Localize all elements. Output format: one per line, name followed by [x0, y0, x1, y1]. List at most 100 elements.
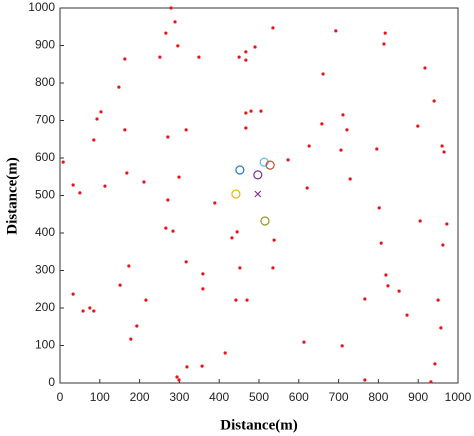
node-point: [166, 198, 170, 202]
node-point: [103, 184, 107, 188]
node-point: [377, 206, 381, 210]
node-point: [230, 236, 234, 240]
node-point: [442, 150, 446, 154]
node-point: [383, 31, 387, 35]
node-point: [379, 241, 383, 245]
node-point: [423, 66, 427, 70]
node-point: [253, 45, 257, 49]
node-point: [197, 55, 201, 59]
y-tick-label: 1000: [28, 0, 55, 14]
node-point: [245, 298, 249, 302]
node-point: [92, 309, 96, 313]
node-point: [171, 229, 175, 233]
node-point: [164, 31, 168, 35]
node-point: [302, 340, 306, 344]
x-tick-label: 900: [408, 390, 428, 404]
node-point: [237, 55, 241, 59]
node-point: [184, 128, 188, 132]
x-tick-label: 400: [209, 390, 229, 404]
node-point: [244, 111, 248, 115]
node-point: [125, 171, 129, 175]
node-point: [234, 298, 238, 302]
node-point: [375, 147, 379, 151]
node-point: [397, 289, 401, 293]
node-point: [259, 109, 263, 113]
node-point: [169, 6, 173, 10]
node-point: [185, 365, 189, 369]
node-point: [272, 238, 276, 242]
node-point: [286, 158, 290, 162]
node-point: [95, 117, 99, 121]
node-cross: [254, 190, 262, 198]
node-point: [166, 135, 170, 139]
x-tick-label: 600: [289, 390, 309, 404]
node-point: [177, 175, 181, 179]
node-point: [433, 362, 437, 366]
y-tick-label: 100: [35, 338, 55, 352]
node-point: [81, 309, 85, 313]
node-circle: [260, 216, 270, 226]
node-point: [429, 380, 433, 384]
node-point: [339, 148, 343, 152]
node-point: [386, 284, 390, 288]
node-circle: [253, 170, 263, 180]
y-tick-label: 200: [35, 300, 55, 314]
node-point: [440, 144, 444, 148]
node-point: [305, 186, 309, 190]
y-tick-label: 700: [35, 113, 55, 127]
node-point: [249, 109, 253, 113]
node-point: [158, 55, 162, 59]
node-point: [173, 20, 177, 24]
node-point: [123, 128, 127, 132]
y-tick-label: 0: [48, 375, 55, 389]
node-point: [436, 298, 440, 302]
node-point: [348, 177, 352, 181]
node-point: [384, 273, 388, 277]
x-tick-label: 0: [57, 390, 64, 404]
node-point: [142, 180, 146, 184]
node-point: [340, 344, 344, 348]
node-point: [405, 313, 409, 317]
node-point: [99, 110, 103, 114]
x-axis-label: Distance(m): [220, 417, 297, 433]
node-point: [117, 85, 121, 89]
node-point: [238, 266, 242, 270]
node-circle: [265, 160, 275, 170]
y-tick-label: 500: [35, 188, 55, 202]
node-point: [61, 160, 65, 164]
x-tick-label: 1000: [445, 390, 472, 404]
node-point: [71, 183, 75, 187]
node-point: [213, 201, 217, 205]
node-point: [320, 122, 324, 126]
x-tick-label: 100: [90, 390, 110, 404]
node-point: [363, 378, 367, 382]
node-circle: [231, 189, 241, 199]
node-circle: [235, 165, 245, 175]
y-tick-label: 300: [35, 263, 55, 277]
node-point: [307, 144, 311, 148]
node-point: [244, 126, 248, 130]
node-point: [201, 272, 205, 276]
node-point: [441, 243, 445, 247]
node-point: [445, 222, 449, 226]
x-tick-label: 800: [368, 390, 388, 404]
node-point: [271, 266, 275, 270]
node-point: [123, 57, 127, 61]
y-tick-label: 600: [35, 150, 55, 164]
node-point: [92, 138, 96, 142]
node-point: [345, 128, 349, 132]
node-point: [439, 326, 443, 330]
x-tick-label: 500: [249, 390, 269, 404]
node-point: [244, 50, 248, 54]
node-point: [223, 351, 227, 355]
node-point: [175, 375, 179, 379]
node-point: [201, 287, 205, 291]
y-tick-label: 400: [35, 225, 55, 239]
node-point: [71, 292, 75, 296]
node-point: [235, 230, 239, 234]
node-point: [144, 298, 148, 302]
node-point: [118, 283, 122, 287]
node-point: [88, 306, 92, 310]
node-point: [176, 44, 180, 48]
node-point: [177, 378, 181, 382]
